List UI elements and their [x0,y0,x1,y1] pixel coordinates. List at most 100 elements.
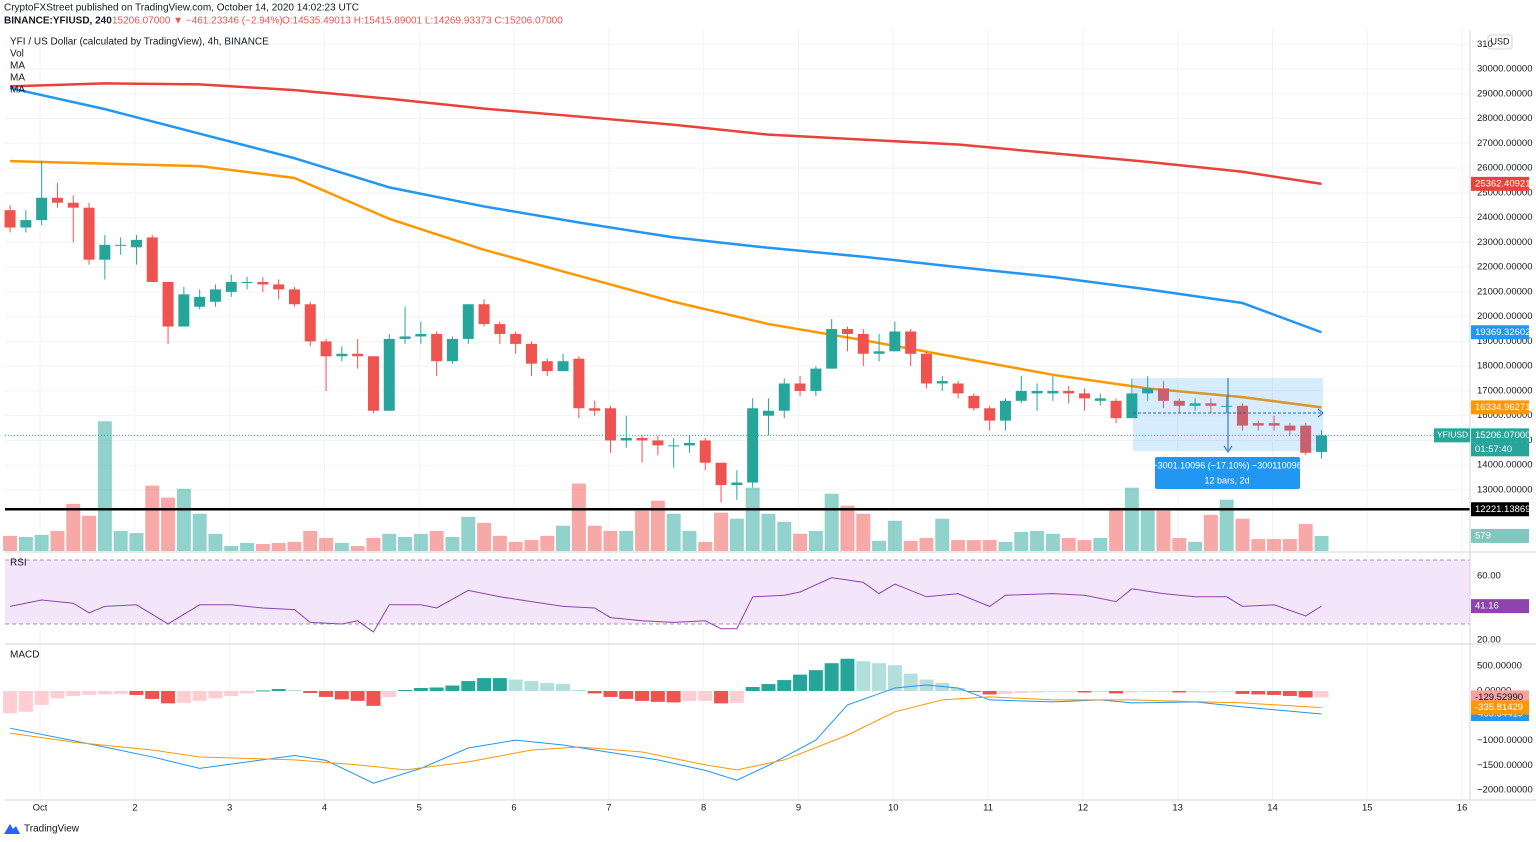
data-layer [3,82,1470,784]
candle-body [178,294,190,327]
candle-body [51,197,63,203]
moving-average [10,82,1322,186]
logo-text[interactable]: TradingView [24,824,80,835]
volume-bar [350,546,365,551]
legend-entry: MA [10,85,25,96]
volume-bar [524,540,539,551]
candle-body [699,440,711,463]
symbol: BINANCE:YFIUSD, 240 [4,16,112,27]
logo-icon [4,824,20,834]
candle-body [146,237,158,282]
candle-body [1015,390,1027,401]
macd-histogram-bar [1061,690,1076,692]
time-tick-label: 11 [983,803,993,814]
volume-bar [334,542,349,551]
macd-histogram-bar [382,690,397,697]
candle-body [905,331,917,354]
macd-title: MACD [10,650,39,661]
volume-bar [666,513,681,551]
macd-histogram-bar [82,690,97,695]
chart-title: YFI / US Dollar (calculated by TradingVi… [10,37,269,48]
macd-histogram-bar [97,690,112,695]
candle-body [652,440,664,446]
volume-bar [366,537,381,551]
macd-histogram-bar [1298,690,1313,698]
candle-body [1063,390,1075,394]
candle-body [383,338,395,411]
candle-body [273,284,285,290]
candle-body [541,361,553,372]
candle-body [336,353,348,357]
rsi-value-label-bg [1471,599,1529,614]
macd-histogram-bar [350,690,365,701]
macd-histogram-bar [887,665,902,691]
macd-histogram-bar [698,690,713,701]
macd-histogram-bar [34,690,49,705]
candle-body [952,383,964,394]
macd-histogram-bar [761,684,776,691]
macd-histogram-bar [808,670,823,691]
ohlc: O:14535.49013 H:15415.89001 L:14269.9337… [282,16,563,27]
candle-body [1221,405,1233,407]
price-tick-label: 18000.00000 [1477,361,1532,372]
macd-tick-label: −1500.00000 [1477,760,1533,771]
volume-bar [1030,530,1045,551]
macd-histogram-bar [224,690,239,696]
volume-bar [1109,507,1124,551]
volume-bar [240,542,255,551]
macd-histogram-bar [793,674,808,691]
macd-histogram-bar [145,690,160,699]
macd-histogram-bar [824,663,839,691]
macd-histogram-bar [635,690,650,701]
candle-body [431,333,443,362]
macd-histogram-bar [477,678,492,691]
legend-entry: Vol [10,49,24,60]
candle-body [399,336,411,339]
macd-histogram-bar [840,658,855,691]
macd-histogram-bar [461,681,476,691]
candle-body [968,395,980,409]
candle-body [1142,388,1154,394]
macd-histogram-bar [445,685,460,691]
last-price-label: 15206.07000 [1475,430,1530,441]
last-price-label-bg [1471,428,1529,443]
volume-bar [319,537,334,551]
price-tick-label: 310 [1477,39,1493,50]
candle-body [778,383,790,411]
price-tick-label: 21000.00000 [1477,286,1532,297]
countdown-bg [1471,442,1529,457]
macd-histogram-bar [982,690,997,695]
macd-histogram-bar [1172,690,1187,693]
candle-body [936,381,948,384]
volume-bar [1251,539,1266,551]
volume-bar [1172,537,1187,551]
volume-bar [1156,510,1171,551]
candle-body [999,400,1011,421]
time-tick-label: 4 [322,803,327,814]
volume-bar [1093,537,1108,551]
volume-bar [998,541,1013,551]
macd-histogram-bar [951,688,966,691]
candle-body [1315,435,1327,452]
macd-histogram-bar [1235,690,1250,694]
candle-body [857,333,869,354]
volume-bar [650,500,665,551]
measure-arrow-head [1223,445,1233,453]
candle-body [1031,390,1043,394]
time-tick-label: 8 [701,803,706,814]
macd-histogram-bar [413,688,428,691]
macd-histogram-bar [619,690,634,699]
currency-box [1487,34,1513,50]
macd-histogram-bar [208,690,223,699]
macd-histogram-bar [872,663,887,691]
macd-histogram-bar [161,690,176,704]
ma-price-label: 16334.96271 [1475,402,1530,413]
time-tick-label: 15 [1362,803,1373,814]
macd-histogram-bar [113,690,128,694]
volume-bar [587,525,602,551]
candle-body [668,445,680,447]
volume-bar [856,513,871,551]
volume-bar [477,522,492,551]
macd-histogram-bar [240,690,255,694]
